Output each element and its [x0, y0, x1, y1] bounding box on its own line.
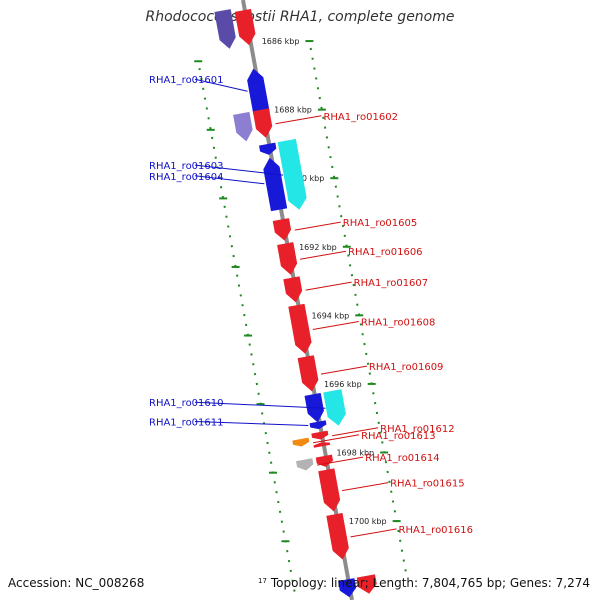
gene-labels: RHA1_ro01601RHA1_ro01602RHA1_ro01603RHA1…: [149, 75, 474, 538]
gene-RHA1_ro01613[interactable]: [292, 437, 310, 447]
label-leader-line: [194, 164, 284, 176]
gene-feature[interactable]: [214, 9, 236, 49]
gene-RHA1_ro01606[interactable]: [277, 242, 298, 275]
gene-RHA1_ro01614[interactable]: [296, 458, 314, 471]
label-leader-line: [320, 365, 368, 375]
gene-label-RHA1_ro01603[interactable]: RHA1_ro01603: [149, 161, 224, 172]
gene-label-RHA1_ro01613[interactable]: RHA1_ro01613: [361, 431, 436, 442]
gene-RHA1_ro01611[interactable]: [309, 420, 327, 430]
label-leader-line: [194, 175, 265, 185]
gene-label-RHA1_ro01608[interactable]: RHA1_ro01608: [361, 318, 436, 329]
gene-label-RHA1_ro01606[interactable]: RHA1_ro01606: [348, 247, 423, 258]
gene-features: [214, 8, 377, 598]
gene-RHA1_ro01603[interactable]: [277, 138, 307, 210]
tick-label: 1696 kbp: [324, 380, 362, 389]
label-leader-line: [305, 281, 352, 291]
label-leader-line: [299, 250, 347, 260]
topology-label: Topology: linear; Length: 7,804,765 bp; …: [270, 576, 590, 590]
gene-label-RHA1_ro01609[interactable]: RHA1_ro01609: [369, 362, 444, 373]
tick-label: 1688 kbp: [274, 106, 312, 115]
gene-label-RHA1_ro01604[interactable]: RHA1_ro01604: [149, 172, 224, 183]
gene-label-RHA1_ro01612[interactable]: RHA1_ro01612: [380, 424, 455, 435]
gene-RHA1_ro01612[interactable]: [311, 430, 329, 440]
label-leader-line: [194, 78, 248, 92]
label-leader-line: [317, 456, 364, 466]
gene-label-RHA1_ro01607[interactable]: RHA1_ro01607: [354, 278, 429, 289]
label-leader-line: [312, 434, 360, 444]
gene-feature[interactable]: [259, 142, 277, 155]
gene-RHA1_ro01605[interactable]: [272, 218, 292, 241]
gene-RHA1_ro01616[interactable]: [326, 512, 349, 560]
bottom-tick-label: 17: [258, 577, 267, 585]
label-leader-line: [332, 427, 379, 437]
gene-feature[interactable]: [234, 8, 256, 46]
label-leader-line: [294, 221, 341, 231]
gene-RHA1_ro01609[interactable]: [297, 355, 319, 392]
scale-ticks: 1686 kbp 1688 kbp 1690 kbp 1692 kbp 1694 kbp…: [194, 37, 401, 543]
gene-feature[interactable]: [356, 574, 377, 594]
gene-RHA1_ro01601[interactable]: [247, 68, 270, 116]
label-leader-line: [194, 401, 326, 409]
gene-RHA1_ro01607[interactable]: [283, 276, 303, 303]
tick-label: 1694 kbp: [312, 311, 350, 320]
tick-label: 1690 kbp: [287, 174, 325, 183]
gene-label-RHA1_ro01615[interactable]: RHA1_ro01615: [390, 479, 465, 490]
label-leader-line: [342, 482, 389, 492]
gene-RHA1_ro01604[interactable]: [263, 157, 288, 212]
gene-label-RHA1_ro01614[interactable]: RHA1_ro01614: [365, 453, 440, 464]
tick-label: 1698 kbp: [336, 448, 374, 457]
gene-feature[interactable]: [313, 442, 331, 448]
tick-label: 1692 kbp: [299, 243, 337, 252]
gene-RHA1_ro01615[interactable]: [318, 468, 341, 512]
label-leader-line: [350, 528, 397, 538]
gene-label-RHA1_ro01611[interactable]: RHA1_ro01611: [149, 418, 224, 429]
gene-label-RHA1_ro01610[interactable]: RHA1_ro01610: [149, 398, 224, 409]
gene-RHA1_ro01602[interactable]: [252, 108, 273, 138]
gene-feature[interactable]: [338, 578, 357, 598]
label-leader-line: [312, 321, 359, 330]
tick-label: 1686 kbp: [262, 37, 300, 46]
gene-label-RHA1_ro01616[interactable]: RHA1_ro01616: [399, 525, 474, 536]
gene-label-RHA1_ro01605[interactable]: RHA1_ro01605: [343, 218, 418, 229]
gene-label-RHA1_ro01602[interactable]: RHA1_ro01602: [323, 112, 398, 123]
gene-feature[interactable]: [315, 454, 334, 467]
gene-RHA1_ro01610[interactable]: [323, 389, 346, 426]
gene-label-RHA1_ro01601[interactable]: RHA1_ro01601: [149, 75, 224, 86]
gene-feature[interactable]: [233, 111, 253, 142]
label-leader-line: [194, 421, 309, 427]
label-leader-line: [275, 115, 322, 125]
tick-label: 1700 kbp: [349, 517, 387, 526]
gene-RHA1_ro01608[interactable]: [288, 303, 312, 354]
accession-label: Accession: NC_008268: [8, 576, 145, 590]
